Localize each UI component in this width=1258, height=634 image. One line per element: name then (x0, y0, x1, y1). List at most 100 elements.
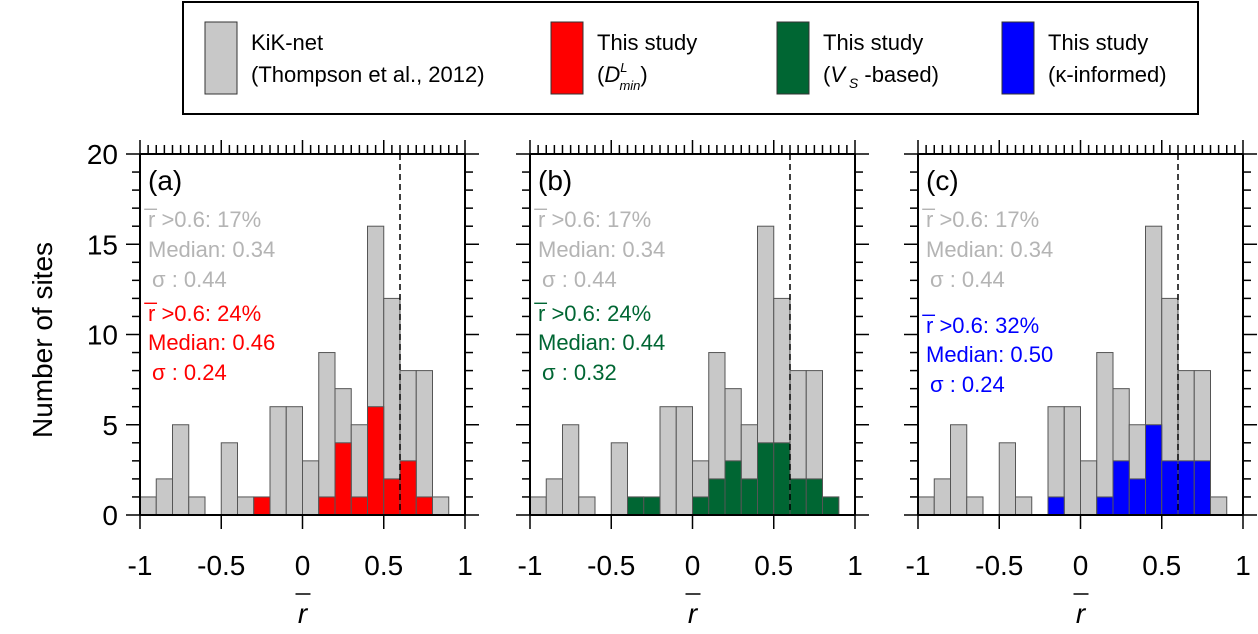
legend-label-line1: This study (597, 30, 697, 55)
stats-study: σ : 0.24 (152, 360, 227, 385)
stats-study: r̅ >0.6: 24% (534, 301, 652, 326)
legend-label-line1: This study (823, 30, 923, 55)
y-tick-label: 10 (87, 320, 118, 351)
legend-label-line1: This study (1048, 30, 1148, 55)
stats-kiknet: σ : 0.44 (542, 267, 617, 292)
x-tick-label: 0 (295, 550, 311, 581)
bar-study (1047, 496, 1065, 516)
bar-kiknet (917, 496, 935, 516)
bar-study (627, 496, 645, 516)
x-tick-label: 1 (1235, 550, 1251, 581)
stats-study: σ : 0.32 (542, 360, 617, 385)
bar-study (773, 442, 791, 516)
legend-swatch (776, 21, 810, 95)
bar-kiknet (302, 460, 320, 516)
bar-kiknet (578, 496, 596, 516)
stats-study: r̅ >0.6: 32% (922, 313, 1040, 338)
x-tick-label: -1 (128, 550, 153, 581)
legend-swatch (1001, 21, 1035, 95)
legend: KiK-net (Thompson et al., 2012) This study… (182, 1, 1199, 115)
bar-study (708, 478, 726, 516)
panel-c: -1 -0.5 0 0.5 1 r (c) r̅ >0.6: 17% Median: 0.34 σ… (904, 140, 1257, 629)
bar-study (350, 496, 368, 516)
bar-kiknet (529, 496, 547, 516)
x-axis-label: r (1076, 598, 1087, 629)
bar-kiknet (562, 424, 580, 516)
bar-kiknet (432, 496, 450, 516)
panel-b: -1 -0.5 0 0.5 1 r (b) r̅ >0.6: 17% Median: 0.34 σ… (516, 140, 869, 629)
panel-label: (b) (538, 165, 572, 196)
stats-study: Median: 0.44 (538, 330, 665, 355)
stats-kiknet: Median: 0.34 (538, 237, 665, 262)
x-tick-label: -0.5 (197, 550, 245, 581)
y-tick-label: 0 (102, 500, 118, 531)
legend-label-line2: (Thompson et al., 2012) (251, 62, 485, 87)
stats-kiknet: r̅ >0.6: 17% (144, 207, 262, 232)
bar-study (415, 496, 433, 516)
bar-kiknet (545, 478, 563, 516)
x-tick-label: 0 (1073, 550, 1089, 581)
bar-kiknet (237, 496, 255, 516)
legend-label-line2: (V S -based) (823, 62, 939, 91)
x-tick-label: 0.5 (364, 550, 403, 581)
bar-kiknet (1096, 352, 1114, 516)
bar-study (643, 496, 661, 516)
x-tick-label: -1 (906, 550, 931, 581)
stats-kiknet: r̅ >0.6: 17% (534, 207, 652, 232)
bar-kiknet (1210, 496, 1228, 516)
stats-study: Median: 0.46 (148, 330, 275, 355)
y-tick-label: 15 (87, 229, 118, 260)
legend-label-line2: (DL min) (597, 60, 648, 93)
bar-kiknet (285, 406, 303, 516)
panel-label: (c) (926, 165, 959, 196)
bar-kiknet (659, 406, 677, 516)
bar-study (367, 406, 385, 516)
bar-study (1177, 460, 1195, 516)
bar-study (740, 478, 758, 516)
bar-kiknet (318, 352, 336, 516)
bar-kiknet (998, 442, 1016, 516)
panel-a: 0 5 10 15 20 -1 -0.5 0 0.5 1 r (a) r̅ >0.6: 17% Media… (87, 139, 479, 629)
bar-study (724, 460, 742, 516)
legend-label-line2: (κ-informed) (1048, 62, 1167, 87)
bar-kiknet (1015, 496, 1033, 516)
bar-kiknet (966, 496, 984, 516)
bar-study (1096, 496, 1114, 516)
legend-entry: This study (κ-informed) (1001, 21, 1167, 95)
stats-kiknet: σ : 0.44 (930, 267, 1005, 292)
stats-kiknet: r̅ >0.6: 17% (922, 207, 1040, 232)
stats-kiknet: σ : 0.44 (152, 267, 227, 292)
x-axis-label: r (688, 598, 699, 629)
panel-label: (a) (148, 165, 182, 196)
bar-study (1112, 460, 1130, 516)
bar-study (253, 496, 271, 516)
y-axis-label: Number of sites (27, 242, 58, 438)
stats-study: Median: 0.50 (926, 342, 1053, 367)
legend-entry: This study (DL min) (550, 21, 697, 95)
bar-study (822, 496, 840, 516)
bar-study (334, 442, 352, 516)
bar-study (757, 442, 775, 516)
bar-study (805, 478, 823, 516)
bar-study (399, 460, 417, 516)
x-tick-label: -0.5 (975, 550, 1023, 581)
legend-entry: This study (V S -based) (776, 21, 939, 95)
x-tick-label: 0.5 (1142, 550, 1181, 581)
bar-kiknet (139, 496, 157, 516)
bar-kiknet (415, 370, 433, 516)
stats-study: r̅ >0.6: 24% (144, 301, 262, 326)
bar-kiknet (610, 442, 628, 516)
bar-kiknet (675, 406, 693, 516)
bar-kiknet (172, 424, 190, 516)
legend-swatch (204, 21, 238, 95)
bar-kiknet (950, 424, 968, 516)
legend-swatch (550, 21, 584, 95)
stats-kiknet: Median: 0.34 (926, 237, 1053, 262)
y-tick-label: 5 (102, 410, 118, 441)
bar-study (1193, 460, 1211, 516)
x-axis-label: r (298, 598, 309, 629)
bar-kiknet (188, 496, 206, 516)
bar-kiknet (1063, 406, 1081, 516)
x-tick-label: -1 (518, 550, 543, 581)
